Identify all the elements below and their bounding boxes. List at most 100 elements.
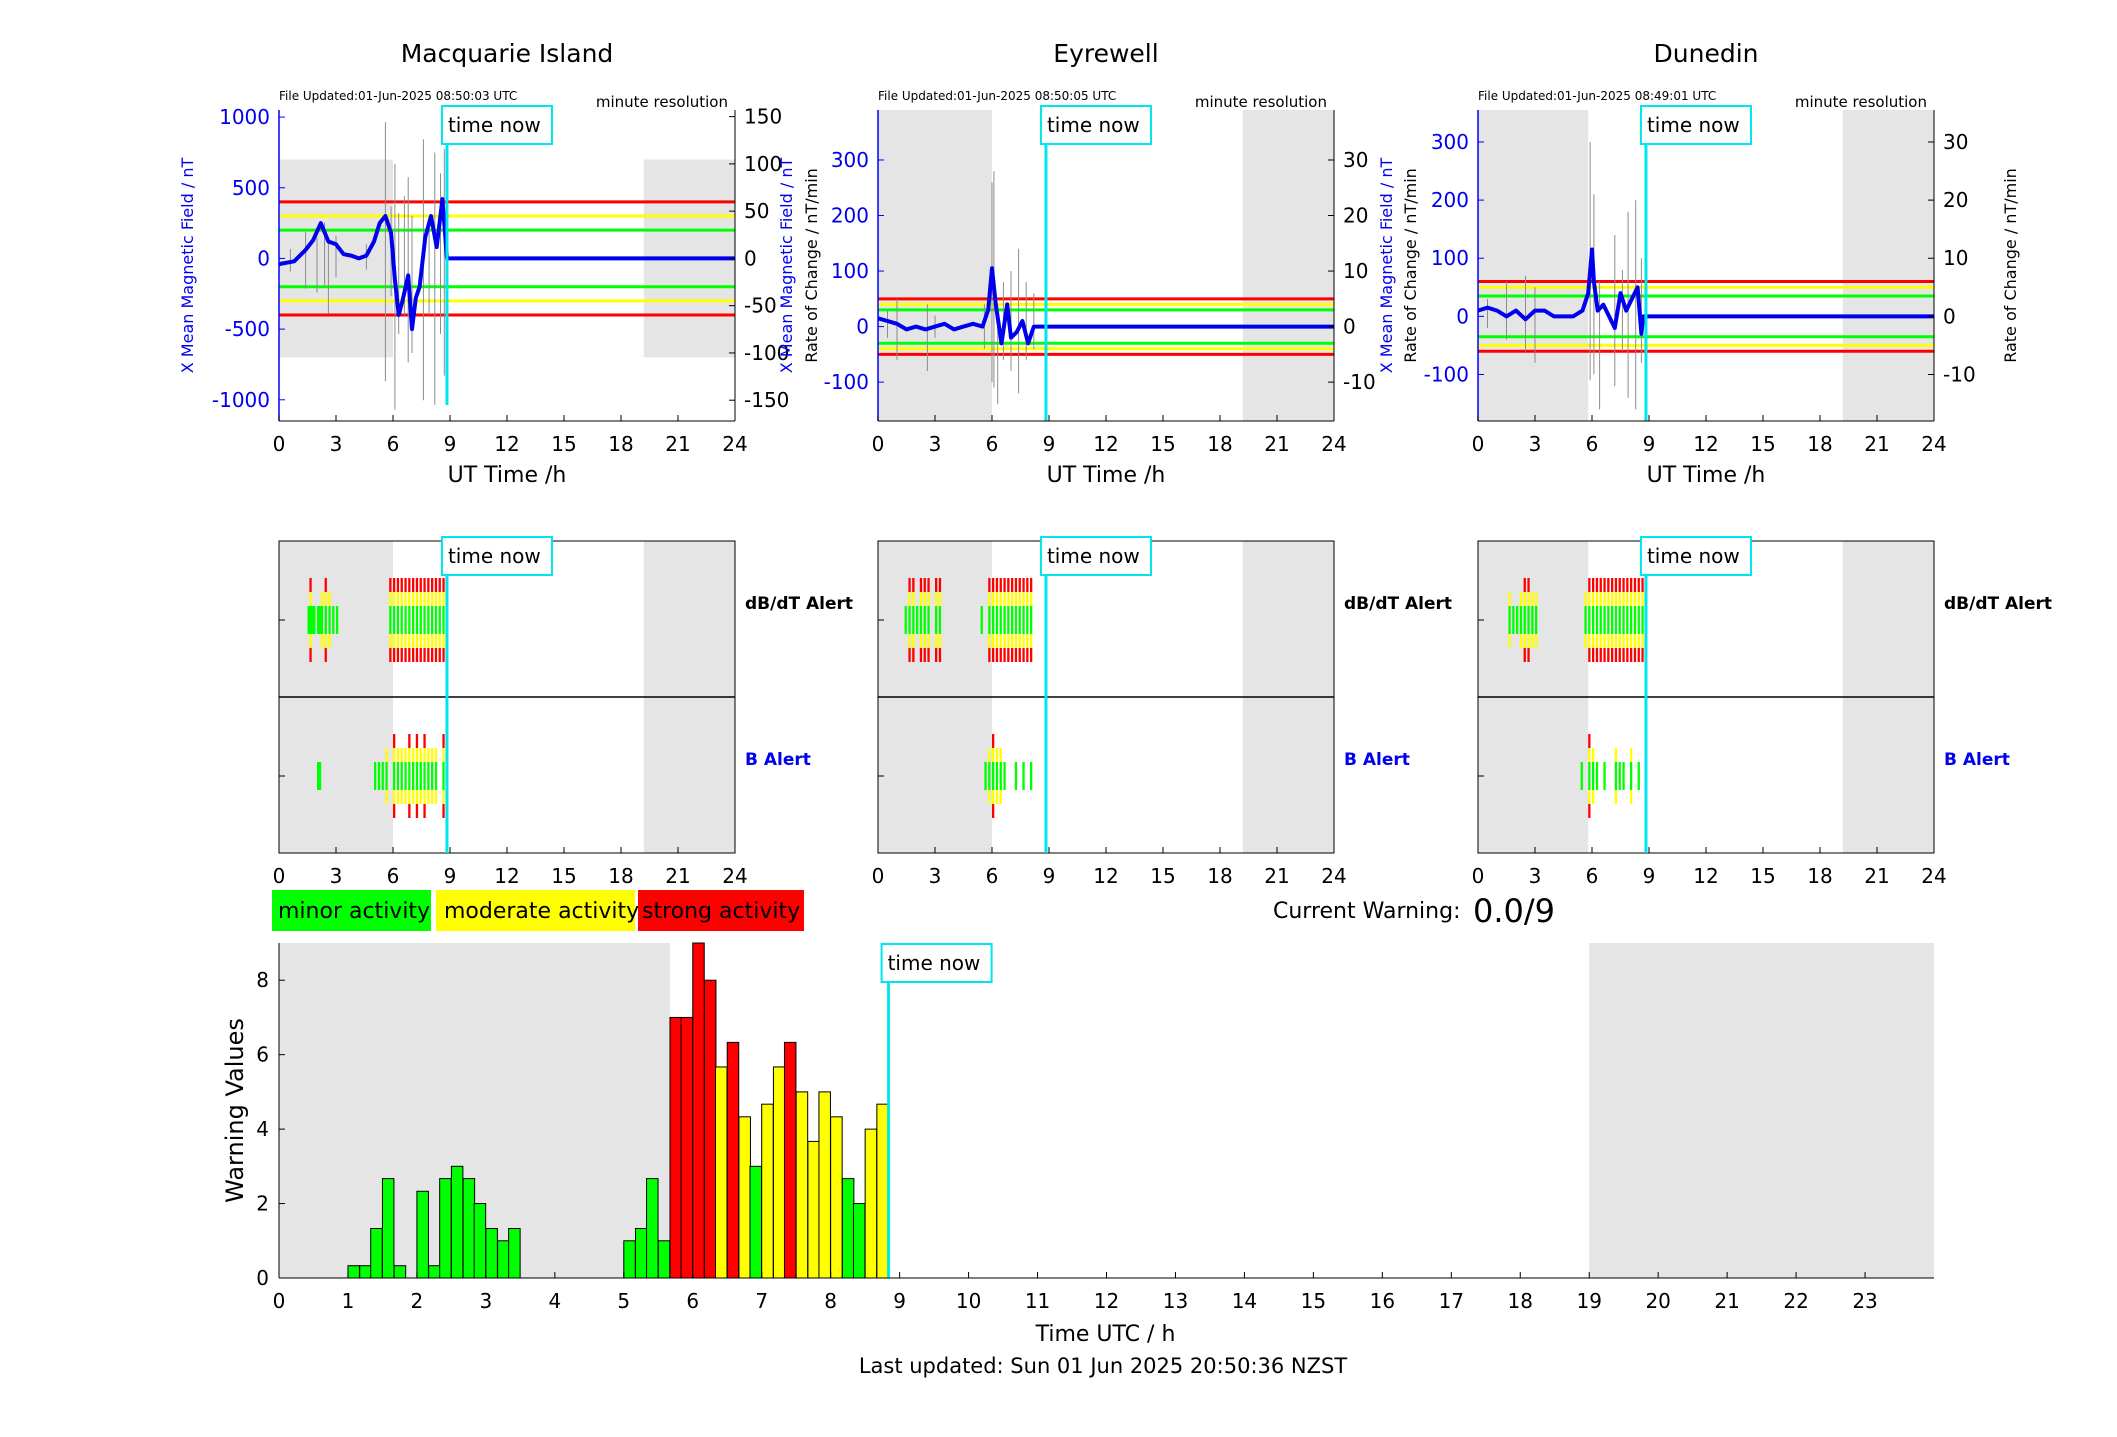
x-tick-label: 18 bbox=[1207, 432, 1232, 456]
dbdt-alert-bar bbox=[408, 578, 411, 592]
dbdt-alert-bar bbox=[999, 592, 1002, 606]
dbdt-alert-bar bbox=[393, 606, 396, 634]
dbdt-alert-bar bbox=[1030, 606, 1033, 634]
dbdt-alert-bar bbox=[404, 606, 407, 634]
dbdt-alert-bar bbox=[1641, 634, 1644, 648]
warning-bar bbox=[738, 1116, 751, 1279]
x-tick-label: 3 bbox=[929, 432, 942, 456]
dbdt-alert-bar bbox=[309, 606, 312, 634]
dbdt-alert-bar bbox=[1531, 592, 1534, 606]
b-alert-bar bbox=[442, 790, 445, 804]
dbdt-alert-bar bbox=[1637, 648, 1640, 662]
dbdt-alert-bar bbox=[992, 578, 995, 592]
b-alert-bar bbox=[1603, 762, 1606, 790]
b-alert-bar bbox=[377, 762, 381, 790]
dbdt-alert-bar bbox=[442, 648, 445, 662]
b-alert-bar bbox=[385, 790, 388, 804]
warning-x-tick-label: 21 bbox=[1714, 1289, 1739, 1313]
b-alert-bar bbox=[412, 762, 415, 790]
x-tick-label: 9 bbox=[1643, 432, 1656, 456]
warning-bar bbox=[646, 1178, 659, 1279]
b-alert-bar bbox=[317, 762, 320, 790]
dbdt-alert-bar bbox=[1637, 592, 1640, 606]
b-alert-bar bbox=[1630, 790, 1633, 804]
b-alert-bar bbox=[419, 790, 422, 804]
dbdt-alert-bar bbox=[1584, 592, 1587, 606]
dbdt-alert-bar bbox=[1014, 606, 1018, 634]
dbdt-alert-bar bbox=[1516, 606, 1519, 634]
warning-bar bbox=[818, 1091, 831, 1279]
b-alert-bar bbox=[1580, 762, 1583, 790]
dbdt-alert-bar bbox=[1630, 634, 1633, 648]
dbdt-alert-bar bbox=[400, 592, 403, 606]
left-tick-label: 300 bbox=[1431, 130, 1469, 154]
dbdt-alert-bar bbox=[919, 578, 923, 592]
dbdt-alert-bar bbox=[328, 606, 331, 634]
dbdt-alert-bar bbox=[434, 648, 438, 662]
b-alert-bar bbox=[396, 748, 400, 762]
left-tick-label: -100 bbox=[1424, 362, 1469, 386]
b-alert-bar bbox=[984, 762, 987, 790]
x-tick-label: 18 bbox=[1807, 432, 1832, 456]
alert-x-tick-label: 12 bbox=[1093, 864, 1118, 888]
dbdt-alert-bar bbox=[923, 634, 926, 648]
warning-x-tick-label: 3 bbox=[480, 1289, 493, 1313]
warning-x-tick-label: 12 bbox=[1094, 1289, 1119, 1313]
dbdt-alert-bar bbox=[324, 578, 327, 592]
dbdt-alert-bar bbox=[1523, 648, 1526, 662]
dbdt-alert-bar bbox=[938, 606, 942, 634]
dbdt-alert-bar bbox=[1026, 648, 1029, 662]
dbdt-alert-bar bbox=[389, 648, 392, 662]
dbdt-alert-bar bbox=[1618, 634, 1621, 648]
dbdt-alert-bar bbox=[1603, 606, 1606, 634]
warning-x-tick-label: 11 bbox=[1025, 1289, 1050, 1313]
b-alert-bar bbox=[423, 734, 426, 748]
left-tick-label: 200 bbox=[1431, 188, 1469, 212]
dbdt-alert-bar bbox=[1007, 648, 1010, 662]
dbdt-alert-bar bbox=[427, 648, 430, 662]
x-tick-label: 24 bbox=[1321, 432, 1346, 456]
current-warning-value: 0.0/9 bbox=[1473, 892, 1555, 930]
dbdt-alert-bar bbox=[309, 578, 312, 592]
dbdt-alert-bar bbox=[1592, 634, 1595, 648]
dbdt-alert-bar bbox=[1588, 648, 1591, 662]
dbdt-alert-bar bbox=[1630, 592, 1633, 606]
dbdt-alert-bar bbox=[442, 606, 445, 634]
dbdt-alert-bar bbox=[999, 606, 1002, 634]
dbdt-alert-bar bbox=[927, 606, 930, 634]
alert-time-now-label: time now bbox=[1647, 544, 1740, 568]
dbdt-alert-bar bbox=[923, 578, 926, 592]
warning-bar bbox=[462, 1178, 476, 1279]
warning-x-tick-label: 4 bbox=[548, 1289, 561, 1313]
field-series-line bbox=[1477, 247, 1934, 336]
dbdt-alert-bar bbox=[1535, 634, 1538, 648]
dbdt-alert-bar bbox=[992, 606, 995, 634]
alert-time-now-box bbox=[1639, 536, 1752, 576]
dbdt-alert-bar bbox=[916, 606, 919, 634]
dbdt-alert-bar bbox=[427, 592, 430, 606]
dbdt-alert-bar bbox=[317, 606, 320, 634]
b-alert-bar bbox=[992, 734, 995, 748]
warning-x-tick-label: 16 bbox=[1370, 1289, 1395, 1313]
x-tick-label: 6 bbox=[986, 432, 999, 456]
dbdt-alert-bar bbox=[999, 578, 1002, 592]
dbdt-alert-bar bbox=[431, 648, 434, 662]
dbdt-alert-bar bbox=[438, 648, 441, 662]
dbdt-alert-bar bbox=[988, 592, 991, 606]
b-alert-bar bbox=[1630, 762, 1633, 790]
dbdt-alert-bar bbox=[1595, 578, 1599, 592]
b-alert-bar bbox=[995, 748, 999, 762]
right-tick-label: 10 bbox=[1343, 259, 1368, 283]
alert-x-tick-label: 18 bbox=[1207, 864, 1232, 888]
warning-bar bbox=[703, 979, 717, 1279]
warning-y-tick-label: 6 bbox=[256, 1043, 269, 1067]
dbdt-alert-bar bbox=[1519, 592, 1523, 606]
warning-bar bbox=[370, 1227, 383, 1279]
dbdt-alert-bar bbox=[1588, 634, 1591, 648]
x-tick-label: 12 bbox=[1693, 432, 1718, 456]
dbdt-alert-bar bbox=[935, 648, 938, 662]
dbdt-alert-bar bbox=[396, 592, 400, 606]
warning-y-axis-label: Warning Values bbox=[221, 1018, 249, 1203]
dbdt-alert-bar bbox=[1519, 634, 1523, 648]
